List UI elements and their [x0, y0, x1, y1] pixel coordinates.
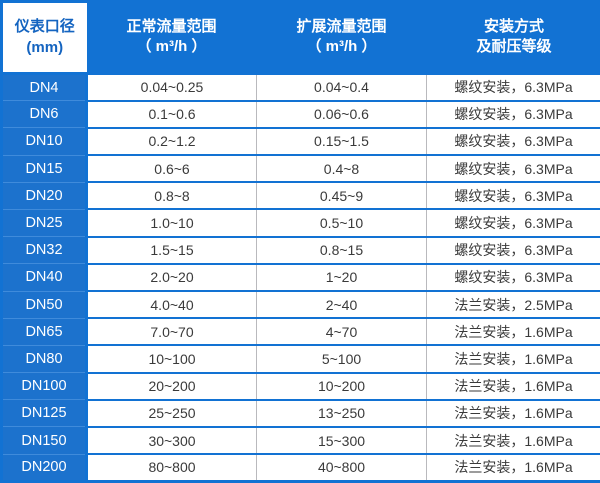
header-cell-diameter: 仪表口径 (mm): [2, 2, 87, 74]
cell-diameter: DN80: [2, 345, 87, 372]
cell-diameter: DN6: [2, 101, 87, 128]
cell-installation: 螺纹安装，6.3MPa: [427, 182, 600, 209]
cell-normal-range: 0.2~1.2: [87, 128, 257, 155]
cell-extended-range: 10~200: [257, 373, 427, 400]
cell-extended-range: 0.5~10: [257, 209, 427, 236]
cell-extended-range: 40~800: [257, 454, 427, 481]
cell-diameter: DN10: [2, 128, 87, 155]
cell-installation: 螺纹安装，6.3MPa: [427, 237, 600, 264]
cell-installation: 法兰安装，1.6MPa: [427, 454, 600, 481]
cell-diameter: DN20: [2, 182, 87, 209]
table-header: 仪表口径 (mm) 正常流量范围 （ m³/h ） 扩展流量范围 （ m³/h …: [2, 2, 600, 74]
header-cell-installation: 安装方式 及耐压等级: [427, 2, 600, 74]
cell-normal-range: 0.6~6: [87, 155, 257, 182]
cell-diameter: DN25: [2, 209, 87, 236]
cell-extended-range: 15~300: [257, 427, 427, 454]
cell-installation: 法兰安装，1.6MPa: [427, 318, 600, 345]
cell-extended-range: 0.04~0.4: [257, 74, 427, 101]
cell-installation: 法兰安装，1.6MPa: [427, 345, 600, 372]
header-installation-main: 安装方式: [484, 18, 544, 35]
cell-normal-range: 0.04~0.25: [87, 74, 257, 101]
cell-diameter: DN50: [2, 291, 87, 318]
cell-normal-range: 20~200: [87, 373, 257, 400]
header-cell-extended-range: 扩展流量范围 （ m³/h ）: [257, 2, 427, 74]
cell-extended-range: 4~70: [257, 318, 427, 345]
cell-extended-range: 0.06~0.6: [257, 101, 427, 128]
cell-diameter: DN4: [2, 74, 87, 101]
cell-normal-range: 7.0~70: [87, 318, 257, 345]
header-diameter-unit: (mm): [5, 38, 85, 58]
cell-installation: 螺纹安装，6.3MPa: [427, 128, 600, 155]
cell-diameter: DN150: [2, 427, 87, 454]
cell-normal-range: 1.5~15: [87, 237, 257, 264]
cell-diameter: DN65: [2, 318, 87, 345]
cell-diameter: DN15: [2, 155, 87, 182]
cell-diameter: DN32: [2, 237, 87, 264]
cell-diameter: DN200: [2, 454, 87, 481]
header-extended-unit: （ m³/h ）: [259, 37, 425, 57]
cell-installation: 法兰安装，2.5MPa: [427, 291, 600, 318]
cell-installation: 法兰安装，1.6MPa: [427, 400, 600, 427]
cell-extended-range: 0.15~1.5: [257, 128, 427, 155]
cell-normal-range: 25~250: [87, 400, 257, 427]
header-extended-main: 扩展流量范围: [296, 18, 386, 35]
cell-extended-range: 0.45~9: [257, 182, 427, 209]
cell-normal-range: 80~800: [87, 454, 257, 481]
header-normal-main: 正常流量范围: [126, 18, 216, 35]
cell-normal-range: 30~300: [87, 427, 257, 454]
cell-normal-range: 4.0~40: [87, 291, 257, 318]
cell-installation: 螺纹安装，6.3MPa: [427, 264, 600, 291]
cell-installation: 法兰安装，1.6MPa: [427, 373, 600, 400]
cell-extended-range: 1~20: [257, 264, 427, 291]
cell-normal-range: 0.1~0.6: [87, 101, 257, 128]
cell-installation: 螺纹安装，6.3MPa: [427, 155, 600, 182]
cell-diameter: DN100: [2, 373, 87, 400]
header-cell-normal-range: 正常流量范围 （ m³/h ）: [87, 2, 257, 74]
cell-extended-range: 13~250: [257, 400, 427, 427]
cell-extended-range: 0.8~15: [257, 237, 427, 264]
header-diameter-main: 仪表口径: [15, 18, 75, 35]
header-normal-unit: （ m³/h ）: [89, 37, 255, 57]
cell-installation: 螺纹安装，6.3MPa: [427, 209, 600, 236]
cell-installation: 法兰安装，1.6MPa: [427, 427, 600, 454]
cell-extended-range: 0.4~8: [257, 155, 427, 182]
cell-extended-range: 2~40: [257, 291, 427, 318]
cell-normal-range: 0.8~8: [87, 182, 257, 209]
cell-installation: 螺纹安装，6.3MPa: [427, 101, 600, 128]
cell-diameter: DN40: [2, 264, 87, 291]
cell-installation: 螺纹安装，6.3MPa: [427, 74, 600, 101]
cell-normal-range: 2.0~20: [87, 264, 257, 291]
cell-normal-range: 10~100: [87, 345, 257, 372]
cell-diameter: DN125: [2, 400, 87, 427]
header-installation-sub: 及耐压等级: [429, 37, 600, 57]
header-row: 仪表口径 (mm) 正常流量范围 （ m³/h ） 扩展流量范围 （ m³/h …: [2, 2, 600, 74]
cell-normal-range: 1.0~10: [87, 209, 257, 236]
cell-extended-range: 5~100: [257, 345, 427, 372]
